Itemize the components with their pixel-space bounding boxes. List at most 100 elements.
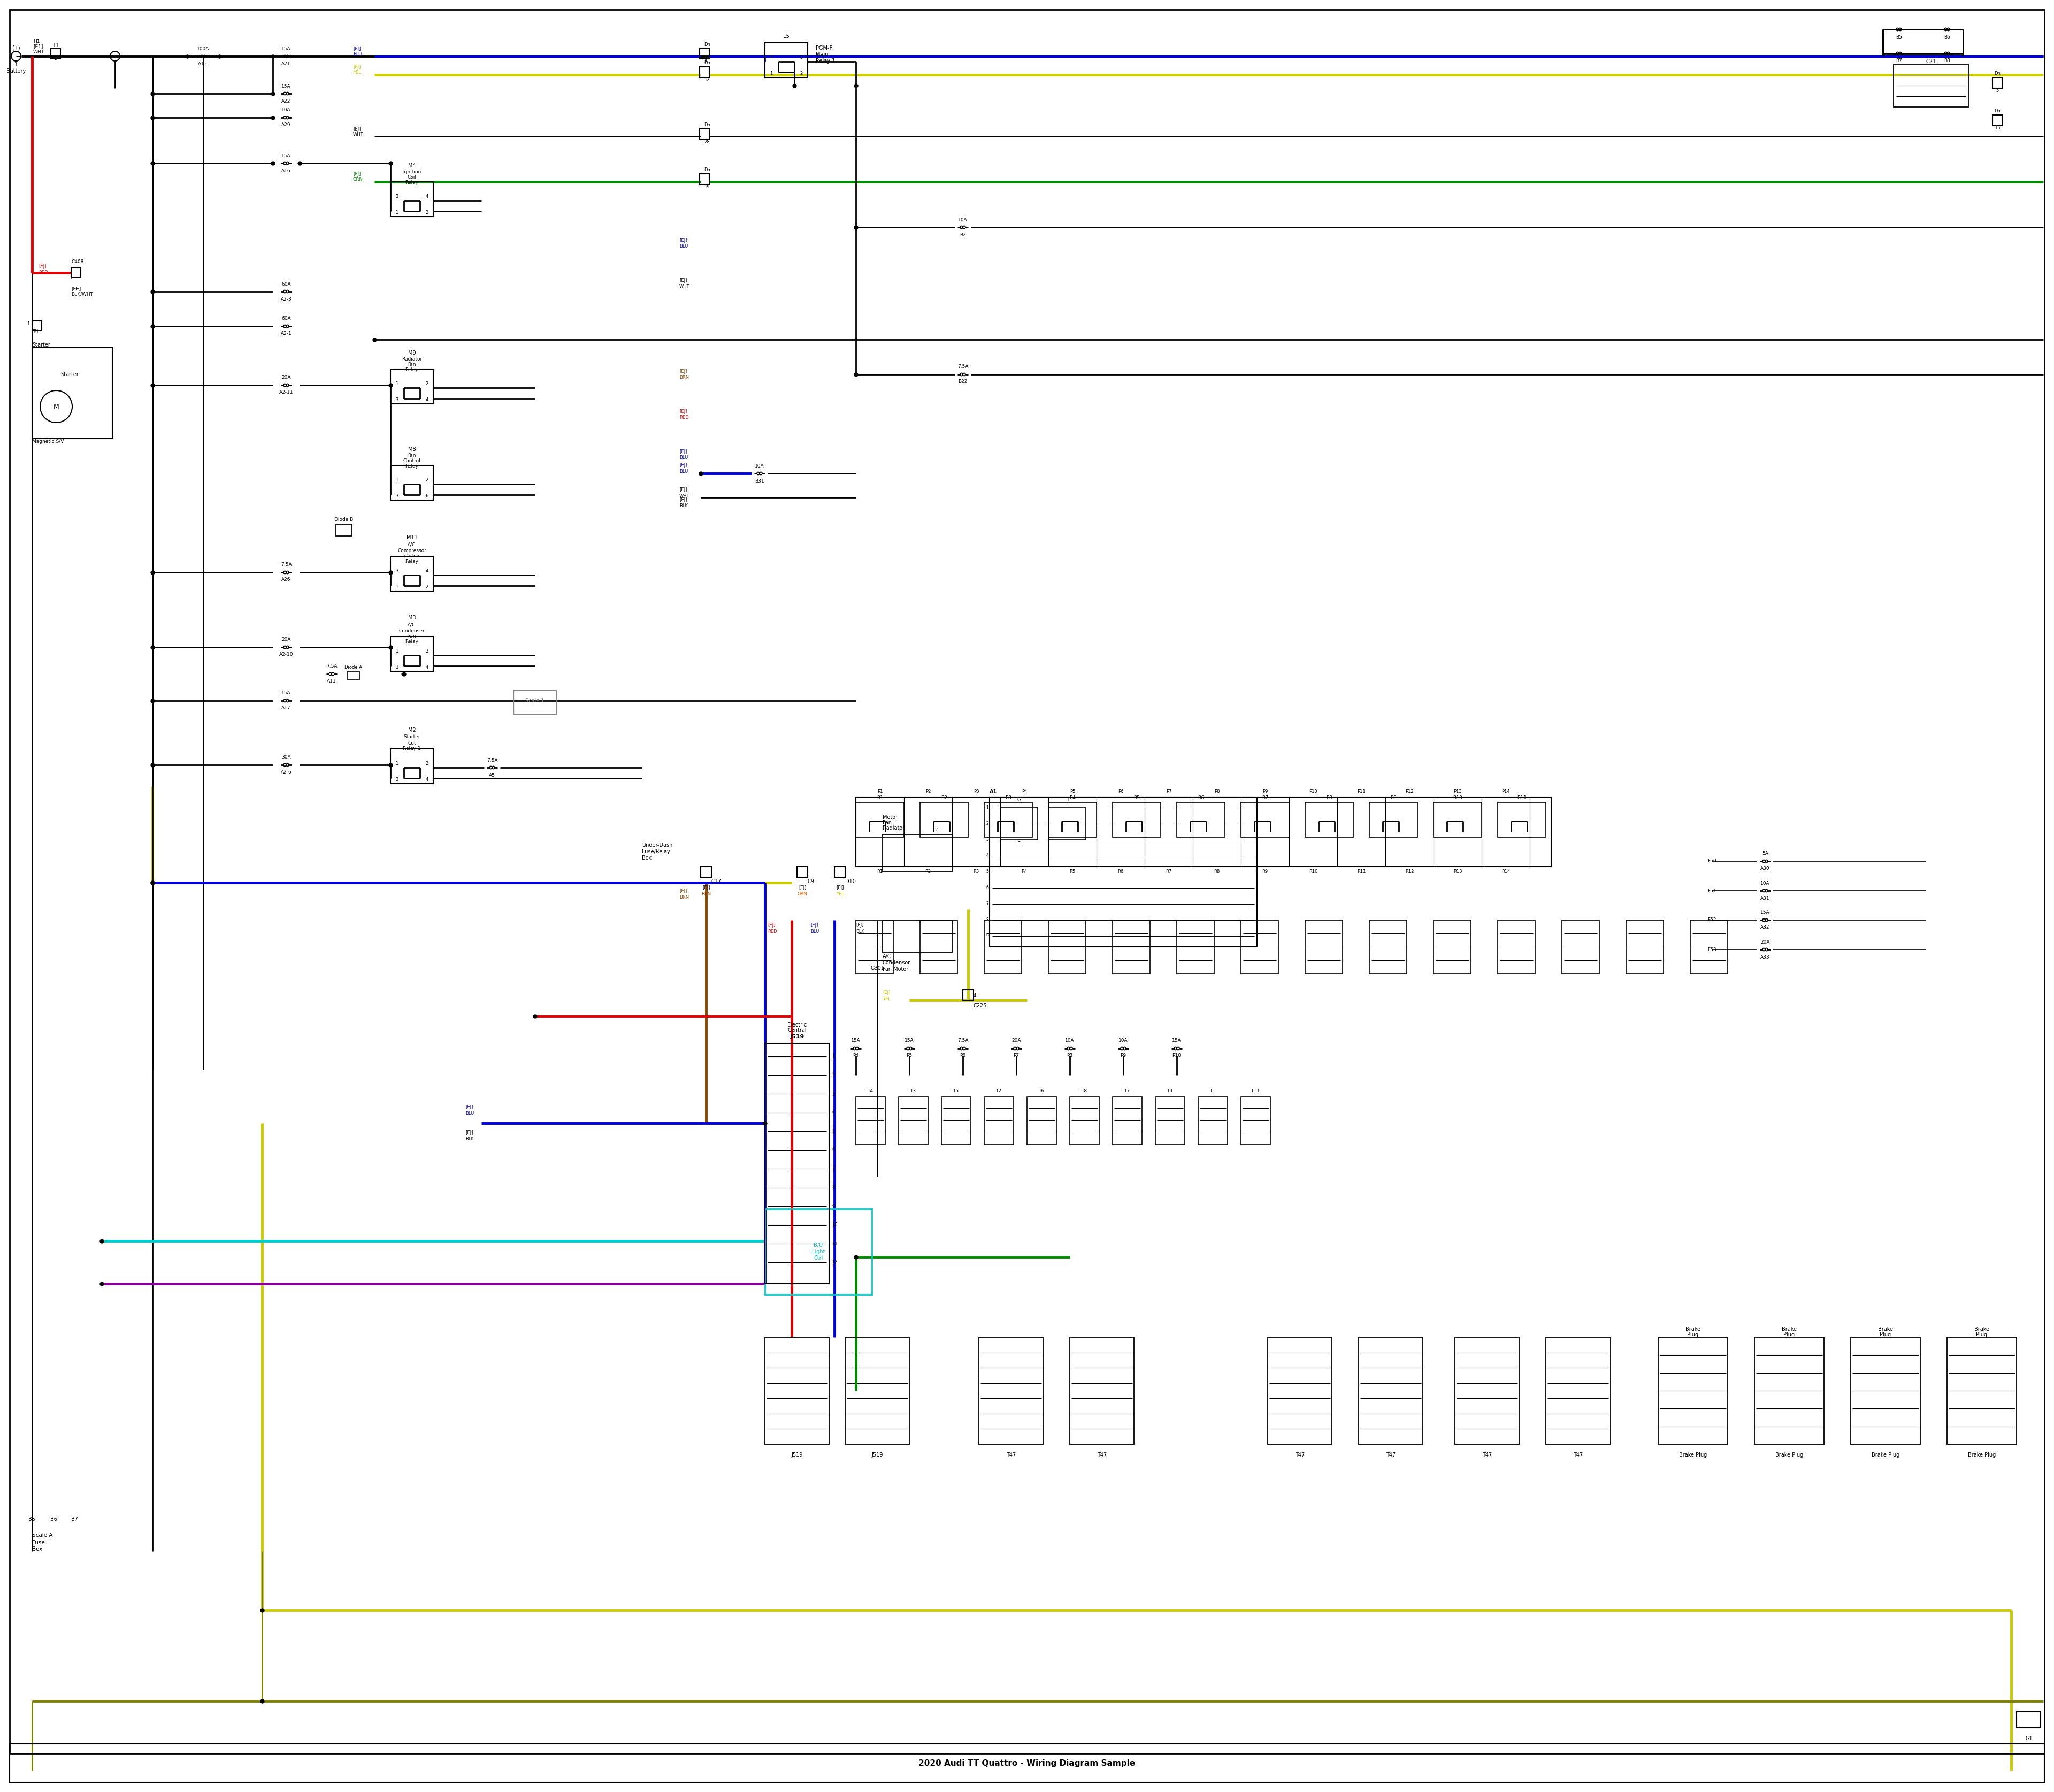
Text: R2: R2 <box>924 869 930 874</box>
Text: 60A: 60A <box>281 281 292 287</box>
Text: P4: P4 <box>852 1054 859 1059</box>
Text: A30: A30 <box>1760 866 1771 871</box>
Text: T9: T9 <box>1167 1090 1173 1093</box>
Bar <box>390 556 433 591</box>
Text: P10: P10 <box>1173 1054 1181 1059</box>
Text: 2: 2 <box>425 584 427 590</box>
Text: A21: A21 <box>281 61 292 66</box>
Bar <box>984 803 1033 837</box>
Text: T4: T4 <box>33 330 39 335</box>
Text: C408: C408 <box>72 260 84 265</box>
Text: R3: R3 <box>1004 796 1011 801</box>
Text: 1: 1 <box>396 584 398 590</box>
Text: [EJ]: [EJ] <box>680 889 686 892</box>
Text: YEL: YEL <box>883 996 891 1002</box>
Text: 10A: 10A <box>281 108 292 113</box>
Text: Relay: Relay <box>405 181 419 185</box>
Text: B5: B5 <box>29 1516 35 1521</box>
Text: C225: C225 <box>974 1004 988 1009</box>
Text: 8: 8 <box>705 59 707 65</box>
Text: [EJ]: [EJ] <box>353 65 362 70</box>
Text: P7: P7 <box>1013 1054 1019 1059</box>
Text: F50: F50 <box>1707 858 1715 864</box>
Text: 15A: 15A <box>281 692 292 695</box>
Text: R5: R5 <box>1134 796 1140 801</box>
Text: A33: A33 <box>1760 955 1771 959</box>
Bar <box>1434 803 1481 837</box>
Text: Fan: Fan <box>409 362 417 367</box>
Bar <box>1304 919 1343 973</box>
Text: Brake: Brake <box>1686 1326 1701 1331</box>
Text: 1: 1 <box>27 323 29 326</box>
Text: E: E <box>1017 840 1021 846</box>
Text: YEL: YEL <box>353 70 362 75</box>
Text: Plug: Plug <box>1686 1331 1699 1337</box>
Text: G: G <box>1017 797 1021 803</box>
Text: A2-6: A2-6 <box>281 771 292 774</box>
Text: BLK: BLK <box>857 930 865 934</box>
Text: R14: R14 <box>1501 869 1510 874</box>
Text: A2-11: A2-11 <box>279 391 294 394</box>
Bar <box>941 1097 972 1145</box>
Text: B8: B8 <box>1943 59 1949 63</box>
Text: [EJ]: [EJ] <box>466 1106 472 1109</box>
Text: A2-1: A2-1 <box>281 332 292 337</box>
Text: J519: J519 <box>871 1452 883 1457</box>
Text: Fuse
Box: Fuse Box <box>33 1539 45 1552</box>
Text: BLK/WHT: BLK/WHT <box>72 292 92 297</box>
Text: R6: R6 <box>1197 796 1204 801</box>
Text: M11: M11 <box>407 536 417 539</box>
Text: A31: A31 <box>1760 896 1771 901</box>
Text: T4: T4 <box>867 1090 873 1093</box>
Text: T3: T3 <box>910 1090 916 1093</box>
Text: 4: 4 <box>425 568 427 573</box>
Text: A16: A16 <box>281 168 292 174</box>
Bar <box>1113 919 1150 973</box>
Bar <box>390 749 433 783</box>
Text: [EJ]
BRN: [EJ] BRN <box>680 369 688 380</box>
Text: BLU: BLU <box>466 1111 474 1116</box>
Text: 7.5A: 7.5A <box>957 1039 967 1043</box>
Text: Under-Dash: Under-Dash <box>641 842 672 848</box>
Text: F52: F52 <box>1707 918 1715 923</box>
Text: R5: R5 <box>1070 869 1076 874</box>
Text: P9: P9 <box>1119 1054 1126 1059</box>
Text: 20A: 20A <box>281 638 292 642</box>
Bar <box>1497 803 1547 837</box>
Text: 2: 2 <box>425 762 427 767</box>
Bar <box>51 48 60 59</box>
Text: T47: T47 <box>1097 1452 1107 1457</box>
Text: GRN: GRN <box>353 177 364 183</box>
Bar <box>1197 1097 1228 1145</box>
Bar <box>1754 1337 1824 1444</box>
Text: (+): (+) <box>12 45 21 50</box>
Text: B6: B6 <box>49 1516 58 1521</box>
Bar <box>1358 1337 1423 1444</box>
Text: A17: A17 <box>281 706 292 711</box>
Text: R11: R11 <box>1518 796 1526 801</box>
Text: R6: R6 <box>1117 869 1124 874</box>
Text: A/C: A/C <box>409 622 417 627</box>
Bar <box>1992 115 2003 125</box>
Text: A32: A32 <box>1760 925 1771 930</box>
Bar <box>700 66 709 77</box>
Bar <box>1547 1337 1610 1444</box>
Text: BLU: BLU <box>353 52 362 56</box>
Text: J519: J519 <box>791 1452 803 1457</box>
Bar <box>1304 803 1354 837</box>
Text: [EE]: [EE] <box>72 287 80 292</box>
Text: T8: T8 <box>1080 1090 1087 1093</box>
Bar <box>797 867 807 878</box>
Bar <box>1658 1337 1727 1444</box>
Text: Brake Plug: Brake Plug <box>1871 1452 1900 1457</box>
Text: Coil: Coil <box>407 176 417 179</box>
Bar <box>1154 1097 1185 1145</box>
Text: Diode A: Diode A <box>345 665 362 670</box>
Text: [EJ]: [EJ] <box>466 1131 472 1136</box>
Text: 6: 6 <box>986 885 988 891</box>
Text: 5: 5 <box>986 869 988 874</box>
Bar <box>857 797 1551 867</box>
Text: 3: 3 <box>832 1091 834 1097</box>
Text: A2-10: A2-10 <box>279 652 294 658</box>
Text: 3: 3 <box>396 568 398 573</box>
